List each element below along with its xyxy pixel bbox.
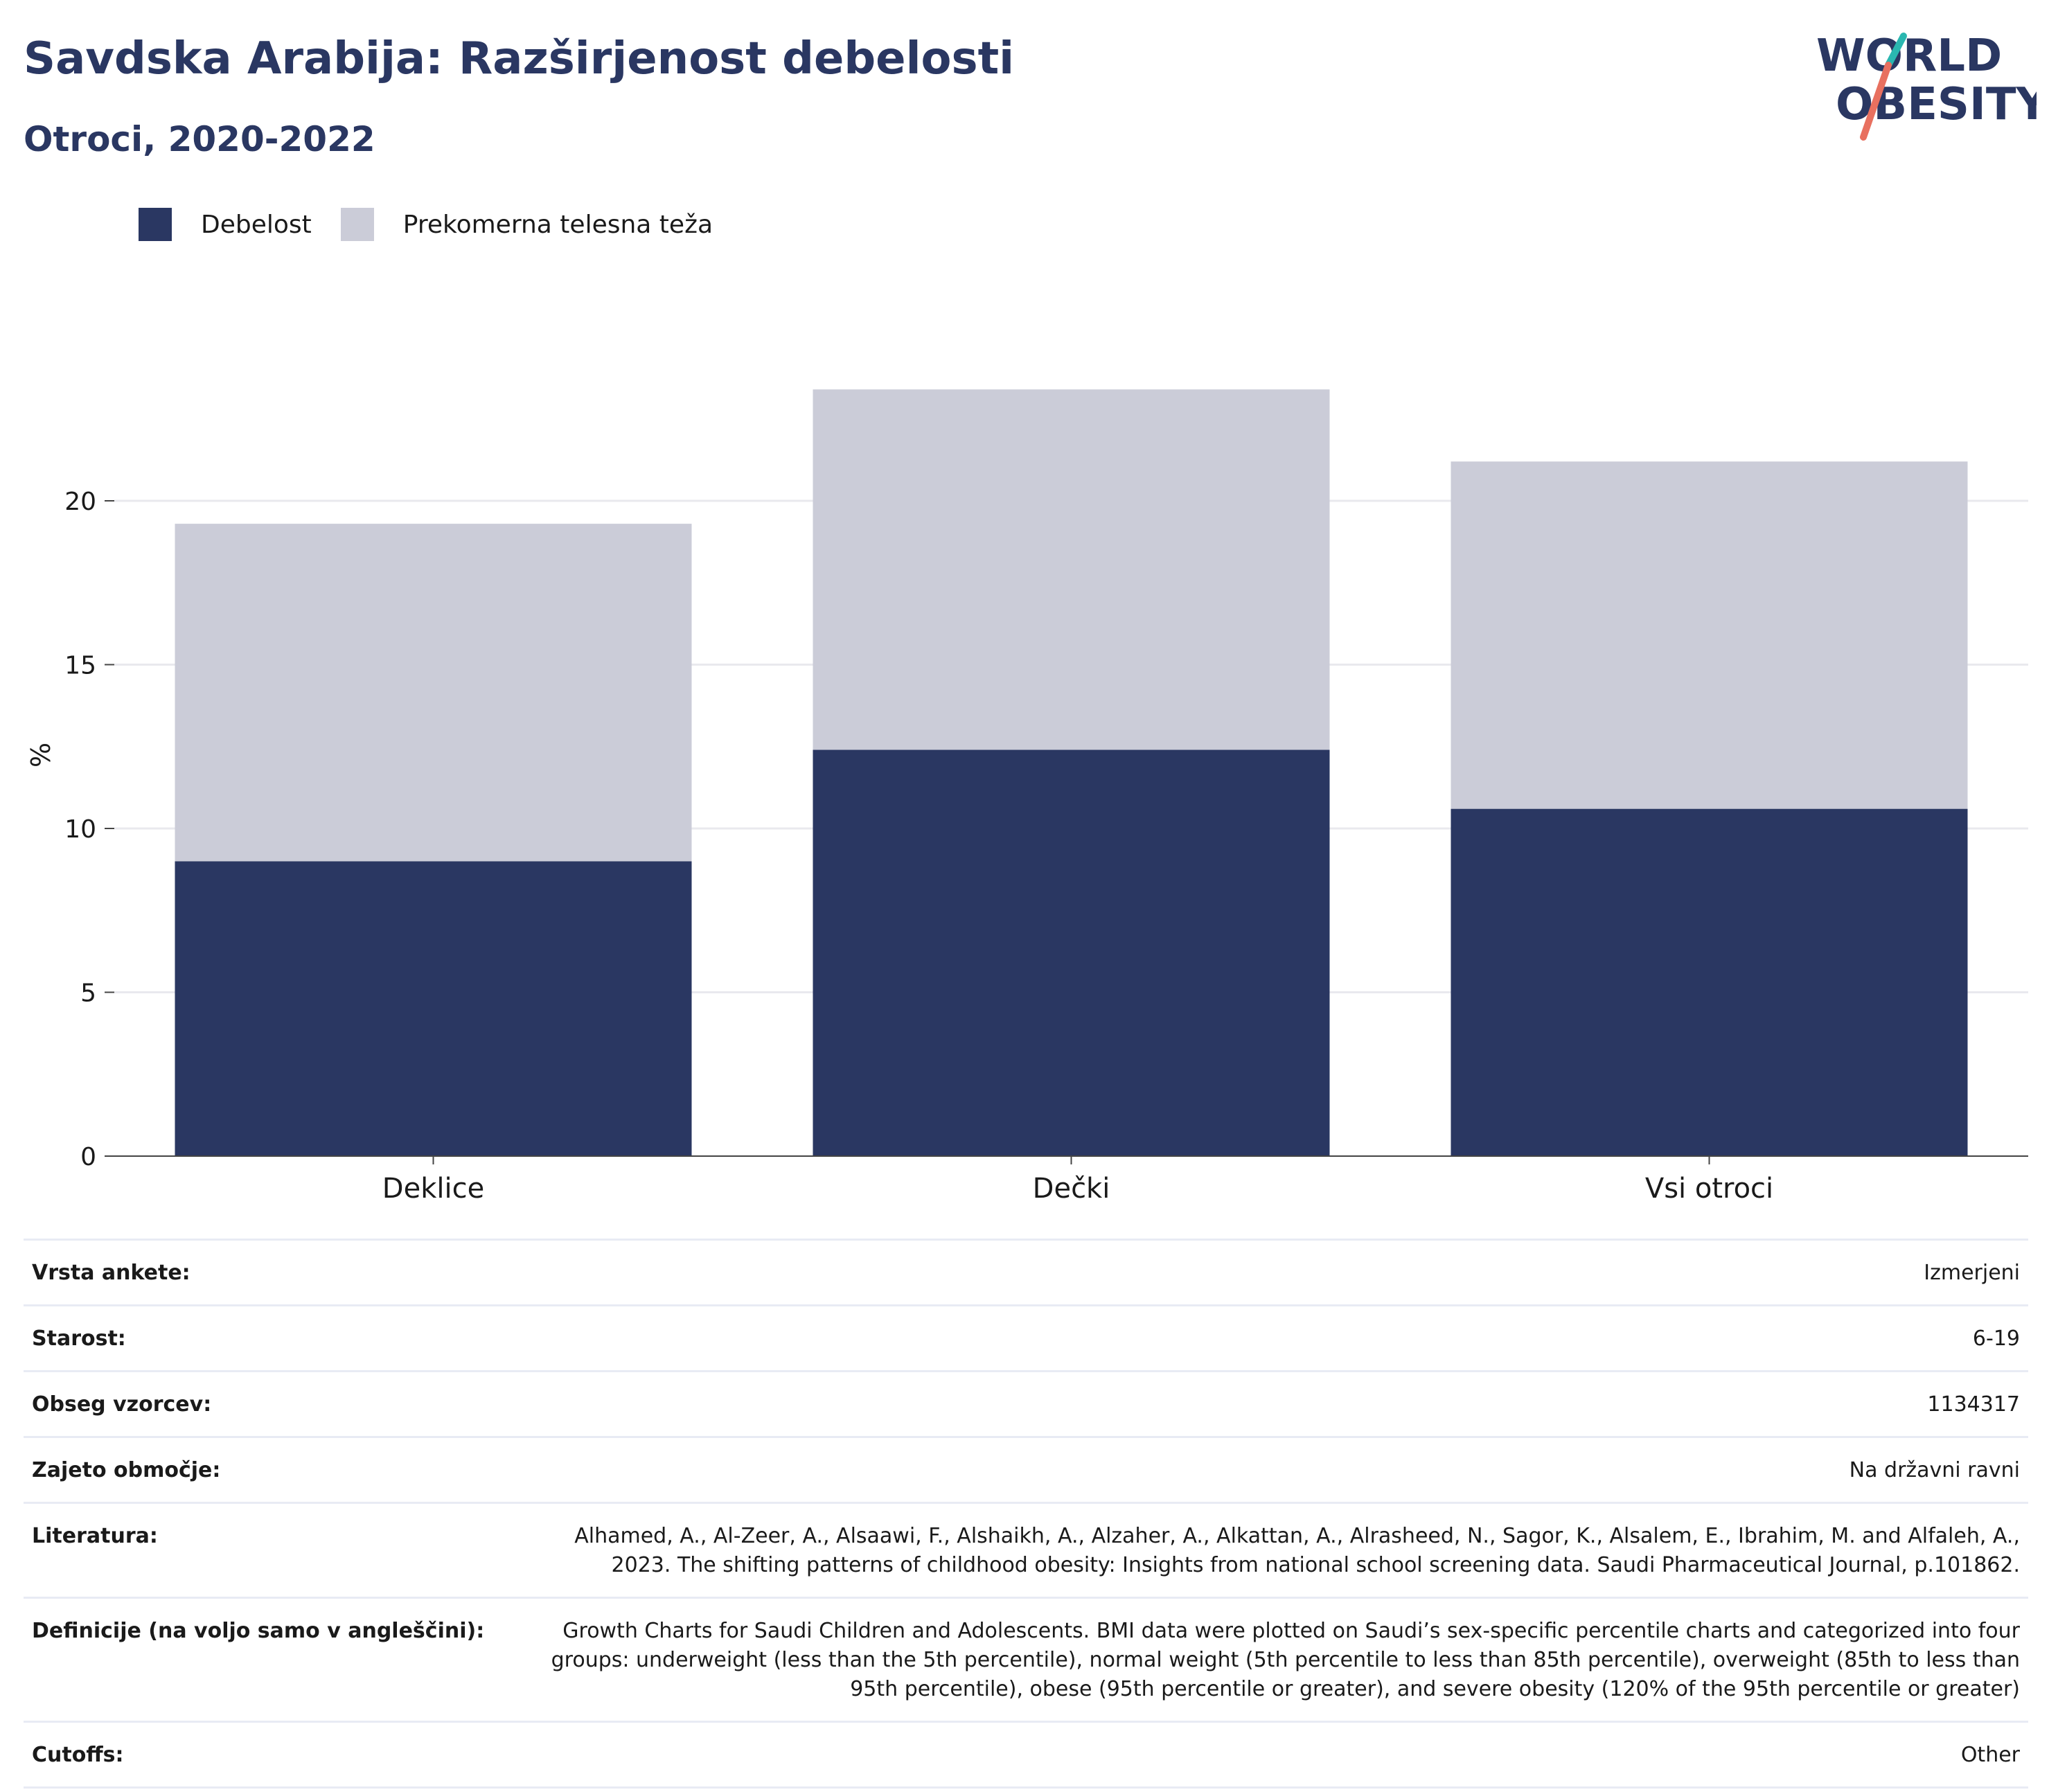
- meta-row: Definicije (na voljo samo v angleščini):…: [24, 1597, 2028, 1721]
- meta-label: Vrsta ankete:: [32, 1261, 190, 1285]
- x-tick-label: Vsi otroci: [1645, 1173, 1773, 1205]
- logo-slash-teal: [1885, 33, 1907, 69]
- legend-label-obesity: Debelost: [201, 210, 312, 239]
- meta-row: Zajeto območje: Na državni ravni: [24, 1436, 2028, 1502]
- meta-row: Obseg vzorcev: 1134317: [24, 1370, 2028, 1436]
- world-obesity-logo: WORLD OBESITY: [1816, 30, 2037, 141]
- meta-label: Obseg vzorcev:: [32, 1392, 212, 1417]
- page-title: Savdska Arabija: Razširjenost debelosti: [24, 33, 1015, 85]
- x-axis-ticks: Deklice Dečki Vsi otroci: [382, 1156, 1773, 1205]
- meta-label: Definicije (na voljo samo v angleščini):: [32, 1619, 485, 1643]
- meta-value: Other: [1960, 1743, 2020, 1767]
- bar-overweight-2: [813, 389, 1330, 750]
- y-tick-label: 5: [80, 979, 96, 1008]
- y-axis-ticks: 0 5 10 15 20: [64, 488, 114, 1171]
- logo-word-world: WORLD: [1816, 30, 2002, 82]
- chart-legend: Debelost Prekomerna telesna teža: [139, 205, 742, 244]
- legend-item-obesity: Debelost: [139, 208, 312, 241]
- meta-value: 6-19: [1972, 1327, 2020, 1351]
- bars: [175, 389, 1968, 1156]
- y-tick-label: 20: [64, 488, 96, 516]
- meta-value: Alhamed, A., Al-Zeer, A., Alsaawi, F., A…: [574, 1524, 2020, 1577]
- bar-obesity-2: [813, 749, 1330, 1156]
- bar-obesity-1: [175, 861, 692, 1156]
- x-tick-label: Deklice: [382, 1173, 484, 1205]
- meta-row: Vrsta ankete: Izmerjeni: [24, 1239, 2028, 1304]
- bar-obesity-3: [1451, 808, 1968, 1156]
- meta-value: Na državni ravni: [1849, 1458, 2020, 1482]
- meta-label: Starost:: [32, 1327, 126, 1351]
- y-axis-label: %: [26, 743, 56, 768]
- meta-value: 1134317: [1927, 1392, 2020, 1417]
- x-tick-label: Dečki: [1033, 1173, 1110, 1205]
- meta-label: Cutoffs:: [32, 1743, 124, 1767]
- y-tick-label: 10: [64, 815, 96, 844]
- meta-row: Literatura: Alhamed, A., Al-Zeer, A., Als…: [24, 1502, 2028, 1597]
- meta-row: Starost: 6-19: [24, 1304, 2028, 1370]
- page-subtitle: Otroci, 2020-2022: [24, 119, 375, 159]
- legend-swatch-overweight: [340, 208, 374, 241]
- legend-label-overweight: Prekomerna telesna teža: [402, 210, 713, 239]
- meta-label: Literatura:: [32, 1524, 158, 1548]
- meta-value: Izmerjeni: [1924, 1261, 2020, 1285]
- legend-swatch-obesity: [139, 208, 172, 241]
- legend-item-overweight: Prekomerna telesna teža: [340, 208, 713, 241]
- metadata-table: Vrsta ankete: Izmerjeni Starost: 6-19 Obseg …: [24, 1239, 2028, 1789]
- y-tick-label: 15: [64, 652, 96, 680]
- meta-row: Cutoffs: Other: [24, 1721, 2028, 1789]
- bar-overweight-3: [1451, 461, 1968, 809]
- logo-slash-coral: [1860, 62, 1892, 141]
- meta-label: Zajeto območje:: [32, 1458, 221, 1482]
- y-tick-label: 0: [80, 1143, 96, 1171]
- bar-chart: 0 5 10 15 20 Deklice Dečki Vsi otroci %: [26, 389, 2028, 1205]
- bar-overweight-1: [175, 524, 692, 862]
- meta-value: Growth Charts for Saudi Children and Ado…: [551, 1619, 2020, 1701]
